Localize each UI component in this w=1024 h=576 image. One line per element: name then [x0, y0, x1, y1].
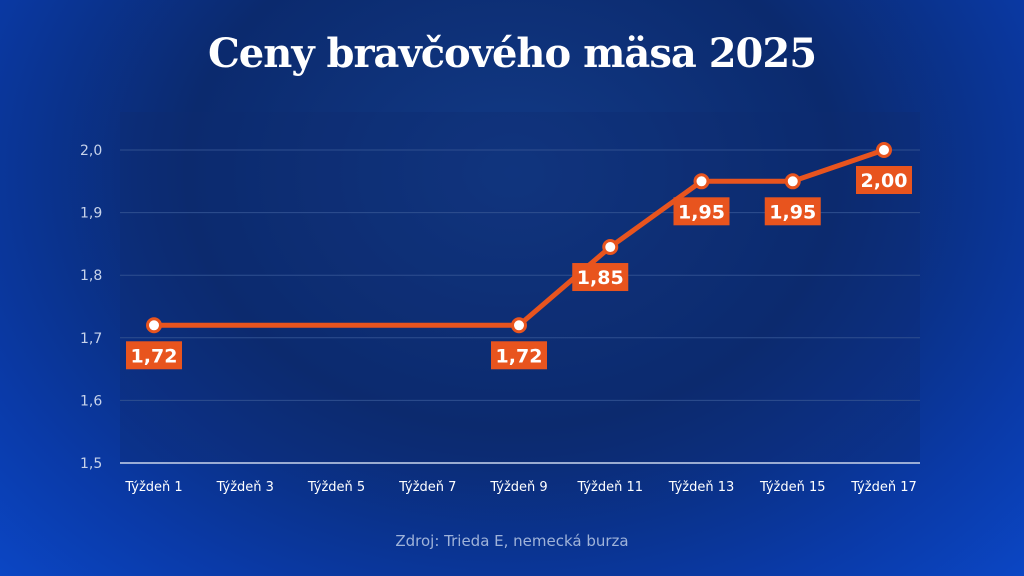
data-point [784, 173, 801, 190]
x-tick-label: Týždeň 11 [576, 480, 643, 495]
data-label: 1,85 [577, 267, 624, 289]
x-tick-label: Týždeň 1 [124, 480, 182, 495]
data-label: 2,00 [861, 170, 908, 192]
y-tick-label: 1,6 [80, 393, 102, 409]
data-point [876, 142, 892, 158]
data-label-box [673, 197, 730, 226]
data-point [602, 239, 619, 256]
data-label: 1,72 [496, 345, 543, 367]
x-tick-label: Týždeň 9 [489, 480, 547, 495]
data-point [693, 173, 710, 190]
data-label-box [572, 263, 629, 292]
x-tick-label: Týždeň 13 [668, 480, 735, 495]
plot-panel [120, 112, 920, 464]
data-label-box [856, 166, 912, 194]
data-label: 1,72 [131, 345, 178, 367]
data-point [146, 317, 162, 334]
data-label-box [491, 341, 547, 370]
y-tick-label: 1,7 [80, 331, 102, 347]
y-tick-label: 1,8 [80, 268, 102, 284]
chart-title: Ceny bravčového mäsa 2025 [207, 30, 817, 77]
data-point [511, 317, 527, 334]
data-label-box [764, 197, 821, 226]
data-label: 1,95 [769, 201, 816, 223]
x-tick-label: Týždeň 17 [850, 480, 917, 495]
x-tick-label: Týždeň 15 [759, 480, 826, 495]
x-tick-label: Týždeň 7 [398, 480, 456, 495]
y-tick-label: 1,5 [80, 456, 102, 472]
x-tick-label: Týždeň 5 [307, 480, 365, 495]
x-tick-label: Týždeň 3 [216, 480, 274, 495]
y-tick-label: 1,9 [80, 206, 102, 222]
source-note: Zdroj: Trieda E, nemecká burza [395, 532, 629, 550]
series-line [151, 147, 887, 328]
data-label: 1,95 [678, 201, 725, 223]
data-label-box [126, 341, 182, 370]
y-tick-label: 2,0 [80, 143, 102, 159]
